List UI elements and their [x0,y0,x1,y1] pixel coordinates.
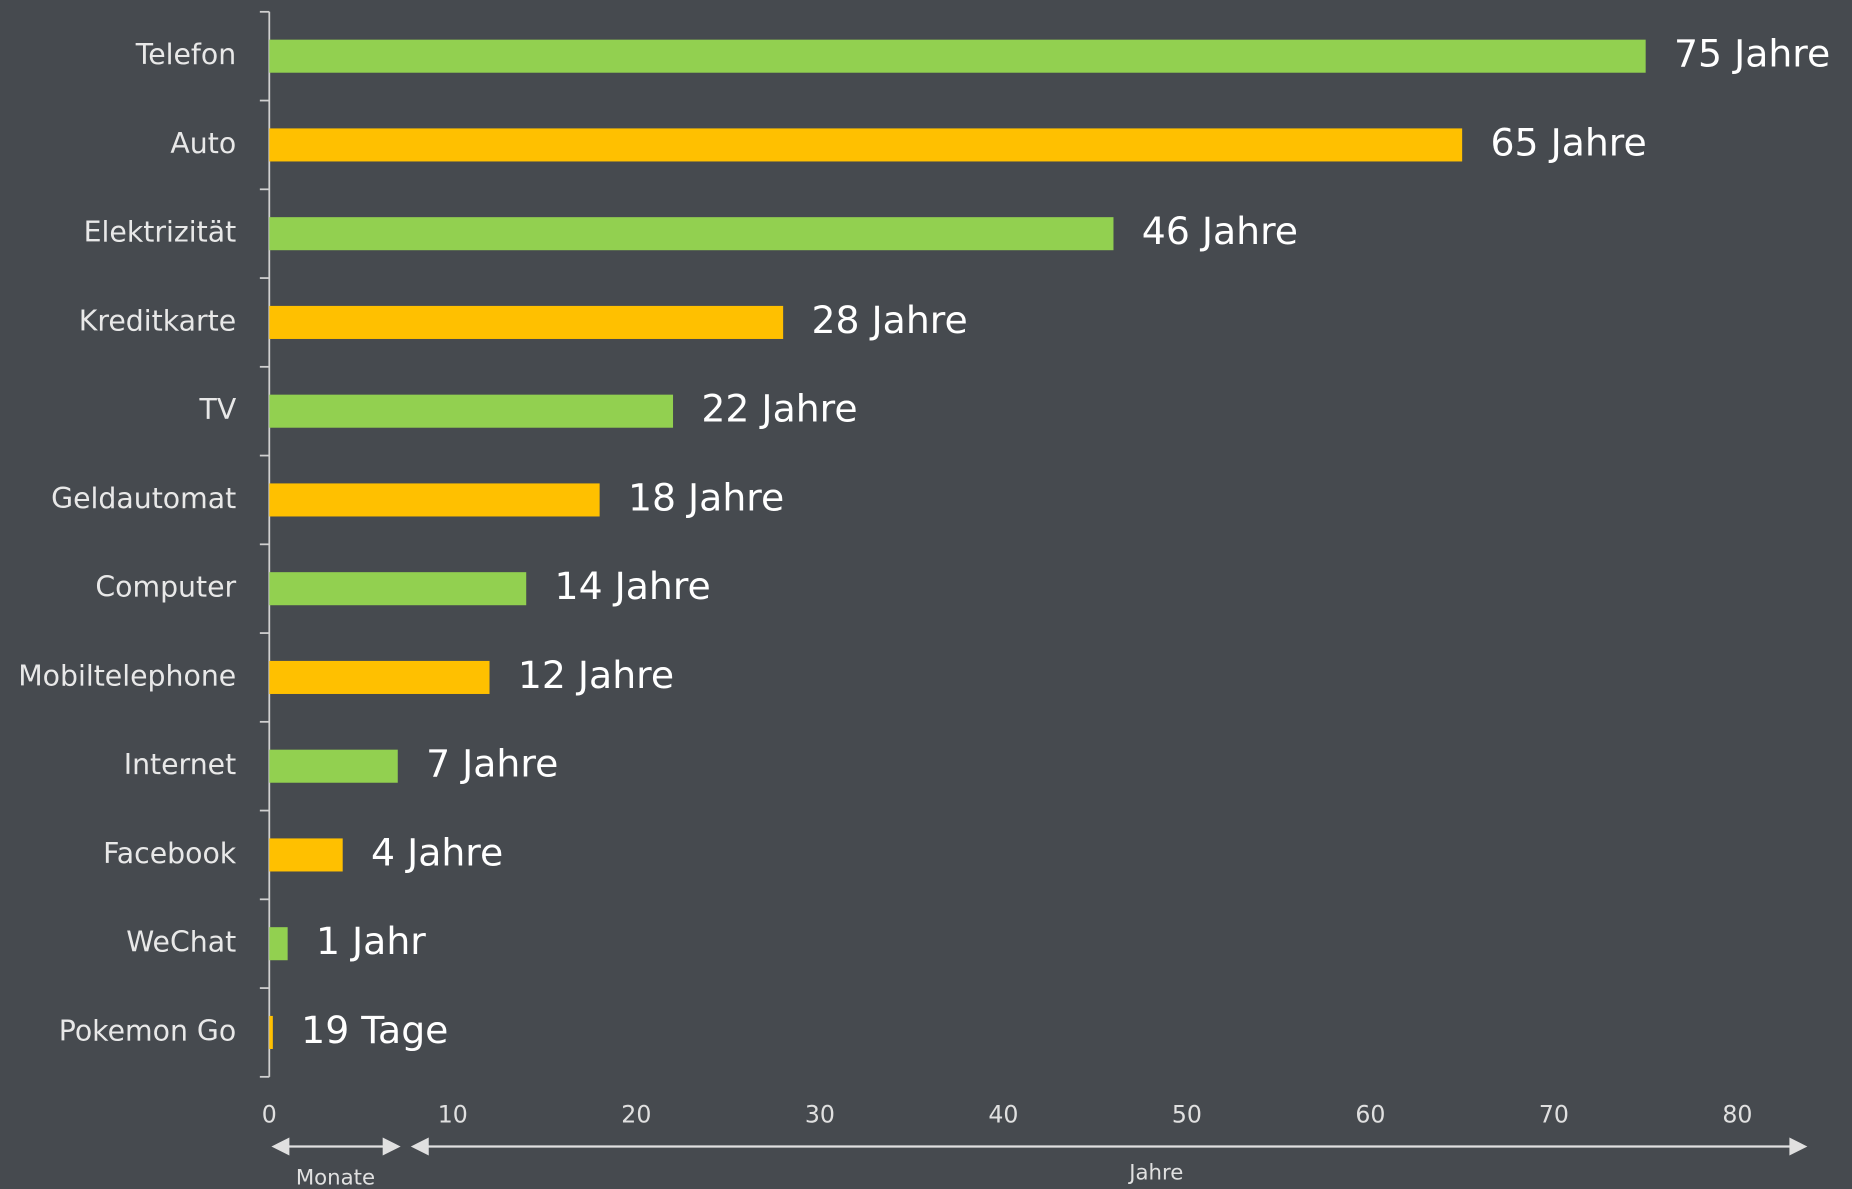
value-label: 4 Jahre [371,830,503,874]
bar [269,572,527,606]
x-tick-label: 30 [805,1100,835,1128]
x-tick-label: 50 [1172,1100,1202,1128]
value-label: 46 Jahre [1142,209,1298,253]
bar [269,305,784,339]
y-tick-label: Mobiltelephone [18,659,236,692]
bar [269,1015,273,1049]
value-label: 1 Jahr [316,919,426,963]
range-arrows [271,1137,1808,1156]
y-tick-label: WeChat [126,926,236,959]
y-tick-label: Computer [95,571,236,604]
bar [269,838,343,872]
value-label: 19 Tage [301,1008,448,1052]
arrow-head [271,1137,290,1156]
bar [269,927,288,961]
bar [269,749,398,783]
value-label: 12 Jahre [518,653,674,697]
bar [269,394,674,428]
bar [269,39,1646,73]
y-tick-label: Kreditkarte [79,304,236,337]
x-tick-label: 70 [1539,1100,1569,1128]
x-tick-label: 40 [988,1100,1018,1128]
value-label: 14 Jahre [555,564,711,608]
value-label: 22 Jahre [701,387,857,431]
x-tick-label: 80 [1722,1100,1752,1128]
y-tick-label: Internet [124,748,237,781]
arrow-head [410,1137,429,1156]
annotation: Monate [296,1165,375,1189]
value-label: 65 Jahre [1491,120,1647,164]
arrow-head [1789,1137,1808,1156]
y-tick-label: Elektrizität [84,216,237,249]
y-tick-label: Facebook [103,837,237,870]
y-tick-label: Auto [170,127,236,160]
bar [269,483,600,517]
value-label: 75 Jahre [1674,32,1830,76]
x-tick-label: 60 [1355,1100,1385,1128]
value-label: 28 Jahre [811,298,967,342]
value-label: 18 Jahre [628,475,784,519]
y-tick-label: Geldautomat [51,482,236,515]
x-tick-label: 20 [621,1100,651,1128]
value-label: 7 Jahre [426,742,558,786]
y-tick-label: TV [199,393,237,426]
arrow-head [382,1137,401,1156]
y-tick-label: Pokemon Go [59,1014,236,1047]
y-tick-label: Telefon [135,38,237,71]
bar [269,217,1114,251]
bar [269,660,490,694]
x-tick-label: 10 [438,1100,468,1128]
annotation: Jahre [1127,1161,1183,1186]
bar [269,128,1463,162]
x-tick-label: 0 [262,1100,277,1128]
